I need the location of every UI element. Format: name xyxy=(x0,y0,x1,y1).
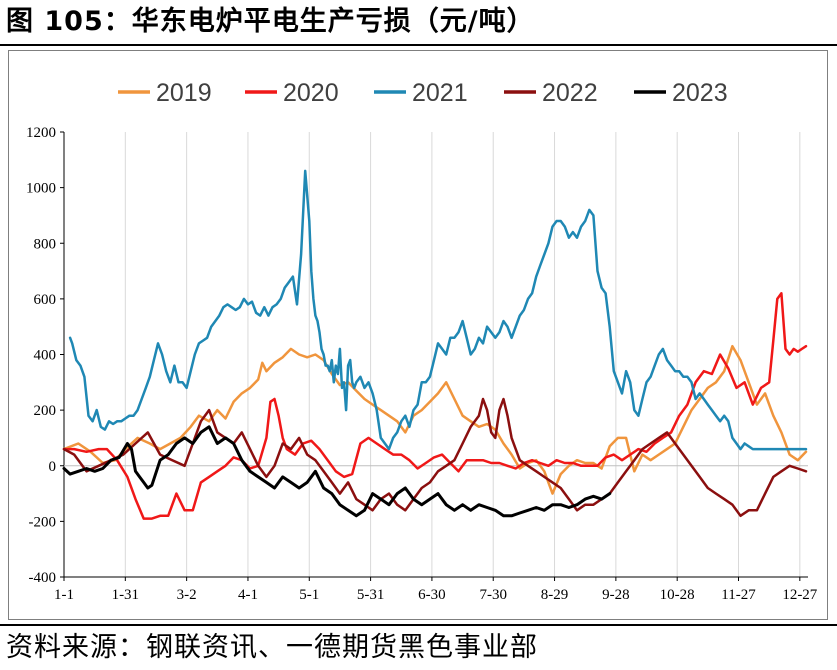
y-tick-label: -400 xyxy=(29,570,57,586)
y-tick-label: 600 xyxy=(34,292,57,308)
x-tick-label: 6-30 xyxy=(418,587,446,603)
y-tick-label: 200 xyxy=(34,403,57,419)
x-tick-label: 5-31 xyxy=(357,587,385,603)
x-tick-label: 3-2 xyxy=(177,587,197,603)
x-tick-label: 10-28 xyxy=(660,587,695,603)
series-line-2021 xyxy=(68,169,808,451)
y-tick-label: 1000 xyxy=(26,181,56,197)
chart-frame xyxy=(8,50,828,620)
legend-label-2023: 2023 xyxy=(672,79,728,107)
y-tick-label: 800 xyxy=(34,236,57,252)
figure-title: 图 105：华东电炉平电生产亏损（元/吨） xyxy=(6,6,535,37)
y-tick-label: 0 xyxy=(49,459,57,475)
legend-label-2019: 2019 xyxy=(156,79,212,107)
source-note: 资料来源：钢联资讯、一德期货黑色事业部 xyxy=(6,632,538,663)
x-tick-label: 12-27 xyxy=(782,587,817,603)
y-tick-label: -200 xyxy=(29,514,57,530)
title-divider xyxy=(0,44,837,46)
legend-label-2020: 2020 xyxy=(283,79,339,107)
x-tick-label: 1-31 xyxy=(112,587,140,603)
x-tick-label: 7-30 xyxy=(479,587,507,603)
x-tick-label: 11-27 xyxy=(721,587,756,603)
x-tick-label: 1-1 xyxy=(54,587,74,603)
x-tick-label: 4-1 xyxy=(238,587,258,603)
y-tick-label: 400 xyxy=(34,348,57,364)
x-tick-label: 9-28 xyxy=(602,587,630,603)
series-line-2023 xyxy=(62,425,612,518)
source-divider xyxy=(0,624,837,626)
x-tick-label: 5-1 xyxy=(299,587,319,603)
x-tick-label: 8-29 xyxy=(541,587,569,603)
legend-label-2022: 2022 xyxy=(542,79,598,107)
y-tick-label: 1200 xyxy=(26,125,56,141)
series-line-2019 xyxy=(62,344,808,495)
legend-label-2021: 2021 xyxy=(412,79,468,107)
